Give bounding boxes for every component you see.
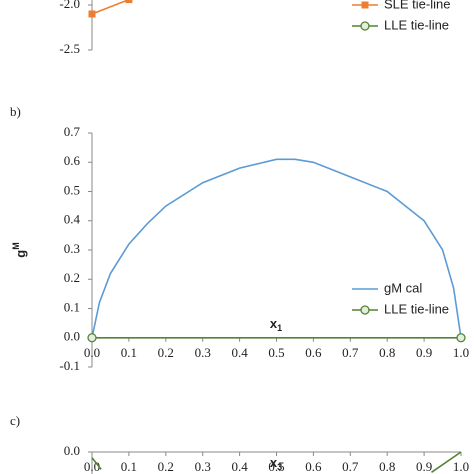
legend-marker — [360, 305, 370, 315]
y-axis-label-sup: M — [11, 242, 21, 250]
x-tick-label: 0.6 — [305, 459, 322, 474]
x-tick-label: 0.9 — [416, 459, 432, 474]
x-tick-label: 0.4 — [231, 459, 248, 474]
x-tick-label: 0.2 — [158, 459, 174, 474]
x-tick-label: 0.0 — [84, 459, 100, 474]
x-tick-label: 0.0 — [84, 345, 100, 360]
x-tick-label: 0.5 — [268, 345, 284, 360]
marker — [87, 333, 97, 343]
legend-marker — [360, 21, 370, 31]
y-tick-label: 0.5 — [64, 182, 80, 197]
legend-label: gM cal — [384, 280, 422, 295]
marker — [88, 10, 96, 18]
series-line — [91, 0, 130, 15]
y-tick-label: 0.3 — [64, 241, 80, 256]
x-tick-label: 0.9 — [416, 345, 432, 360]
x-tick-label: 0.7 — [342, 459, 359, 474]
legend-label: SLE tie-line — [384, 0, 450, 11]
legend-label: LLE tie-line — [384, 17, 449, 32]
y-tick-label: 0.6 — [64, 153, 81, 168]
marker — [125, 0, 133, 4]
panel-label: b) — [10, 104, 21, 119]
x-axis-label-sub: 1 — [277, 323, 282, 333]
legend-label: LLE tie-line — [384, 301, 449, 316]
x-tick-label: 0.8 — [379, 345, 395, 360]
y-axis-label: gM — [11, 242, 28, 257]
x-tick-label: 1.0 — [453, 459, 469, 474]
y-tick-label: -2.5 — [59, 41, 80, 56]
y-tick-label: 0.7 — [64, 124, 81, 139]
y-tick-label: 0.0 — [64, 329, 80, 344]
x-axis-label: x1 — [270, 316, 282, 333]
x-tick-label: 0.8 — [379, 459, 395, 474]
legend-marker — [361, 1, 369, 9]
x-tick-label: 0.3 — [195, 345, 211, 360]
series-line — [91, 451, 462, 473]
y-axis-label-main: g — [13, 250, 28, 258]
x-tick-label: 0.4 — [231, 345, 248, 360]
y-tick-label: -0.1 — [59, 358, 80, 373]
x-tick-label: 1.0 — [453, 345, 469, 360]
x-tick-label: 0.7 — [342, 345, 359, 360]
y-tick-label: 0.2 — [64, 270, 80, 285]
x-axis-label-sub: 3 — [277, 462, 282, 472]
x-tick-label: 0.2 — [158, 345, 174, 360]
x-tick-label: 0.1 — [121, 345, 137, 360]
panel-label: c) — [10, 413, 20, 428]
x-tick-label: 0.3 — [195, 459, 211, 474]
x-tick-label: 0.5 — [268, 459, 284, 474]
series-line — [91, 158, 462, 338]
x-axis-label: x3 — [270, 455, 282, 472]
x-axis-label-main: x — [270, 316, 278, 331]
y-tick-label: 0.0 — [64, 443, 80, 458]
x-axis-label-main: x — [270, 455, 278, 470]
marker — [456, 333, 466, 343]
y-tick-label: -2.0 — [59, 0, 80, 11]
x-tick-label: 0.6 — [305, 345, 322, 360]
y-tick-label: 0.1 — [64, 299, 80, 314]
y-tick-label: 0.4 — [64, 212, 81, 227]
x-tick-label: 0.1 — [121, 459, 137, 474]
